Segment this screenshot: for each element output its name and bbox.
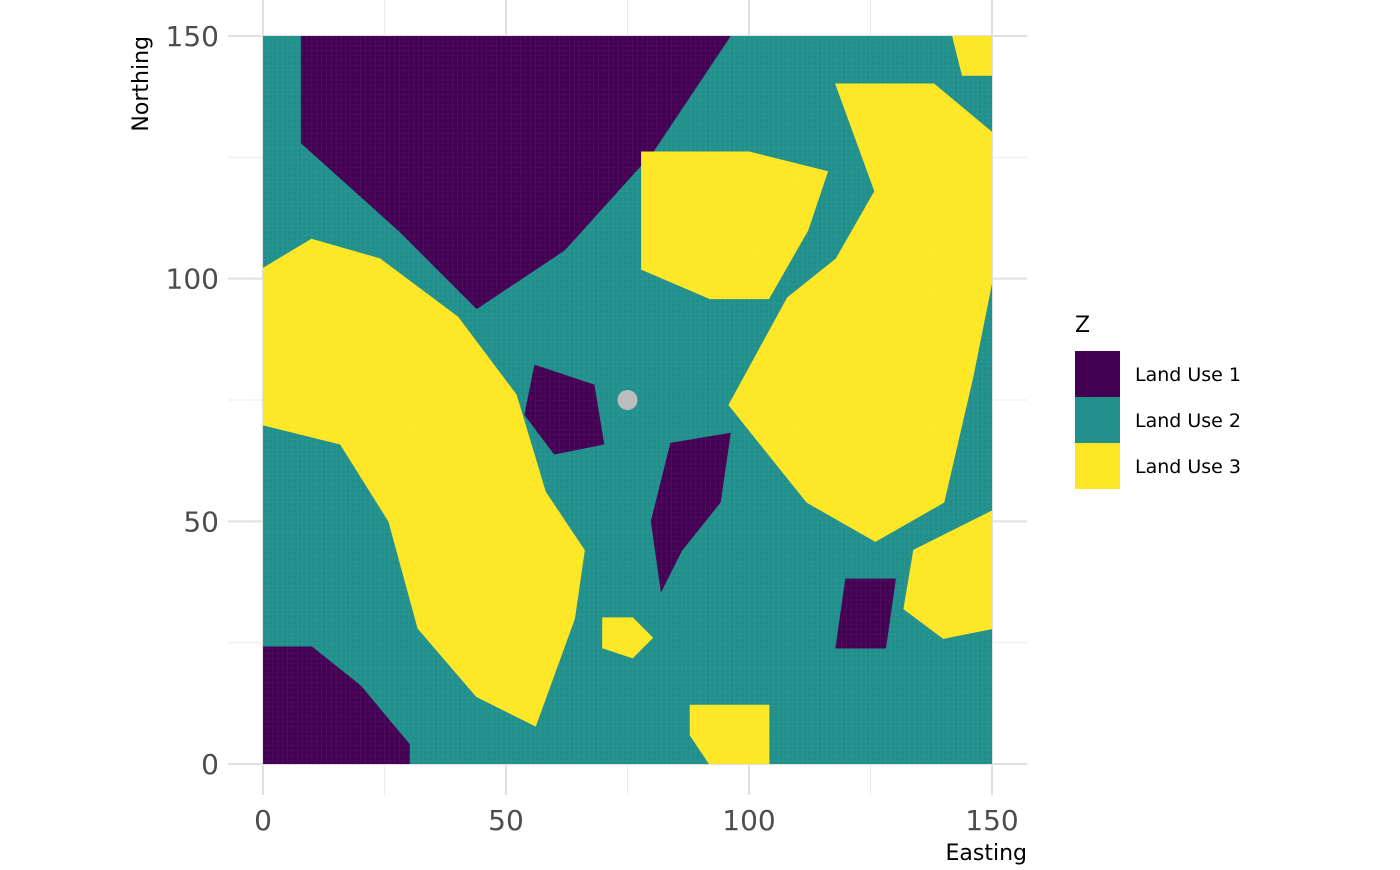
- y-tick-label: 100: [166, 263, 219, 296]
- legend-key-label: Land Use 1: [1135, 364, 1241, 386]
- legend-key-label: Land Use 2: [1135, 410, 1241, 432]
- y-tick-label: 50: [183, 505, 219, 538]
- raster-layer: [263, 36, 992, 764]
- legend-title: Z: [1075, 313, 1090, 338]
- axis-layer: Easting Northing 0 50 100 150 0 50 100 150: [129, 20, 1027, 866]
- y-tick-label: 0: [201, 748, 219, 781]
- legend-key-label: Land Use 3: [1135, 456, 1241, 478]
- x-axis-label: Easting: [946, 841, 1028, 866]
- legend-key-swatch: [1075, 351, 1120, 397]
- legend: Z Land Use 1 Land Use 2 Land Use 3: [1075, 313, 1241, 489]
- highlight-point: [617, 390, 638, 410]
- x-tick-label: 50: [488, 804, 524, 837]
- legend-key-swatch: [1075, 443, 1120, 489]
- highlight-layer: [617, 390, 638, 410]
- legend-key-swatch: [1075, 397, 1120, 443]
- y-axis-label: Northing: [129, 36, 154, 132]
- x-tick-label: 150: [965, 804, 1018, 837]
- y-tick-label: 150: [166, 20, 219, 53]
- x-tick-label: 0: [254, 804, 272, 837]
- x-tick-label: 100: [722, 804, 775, 837]
